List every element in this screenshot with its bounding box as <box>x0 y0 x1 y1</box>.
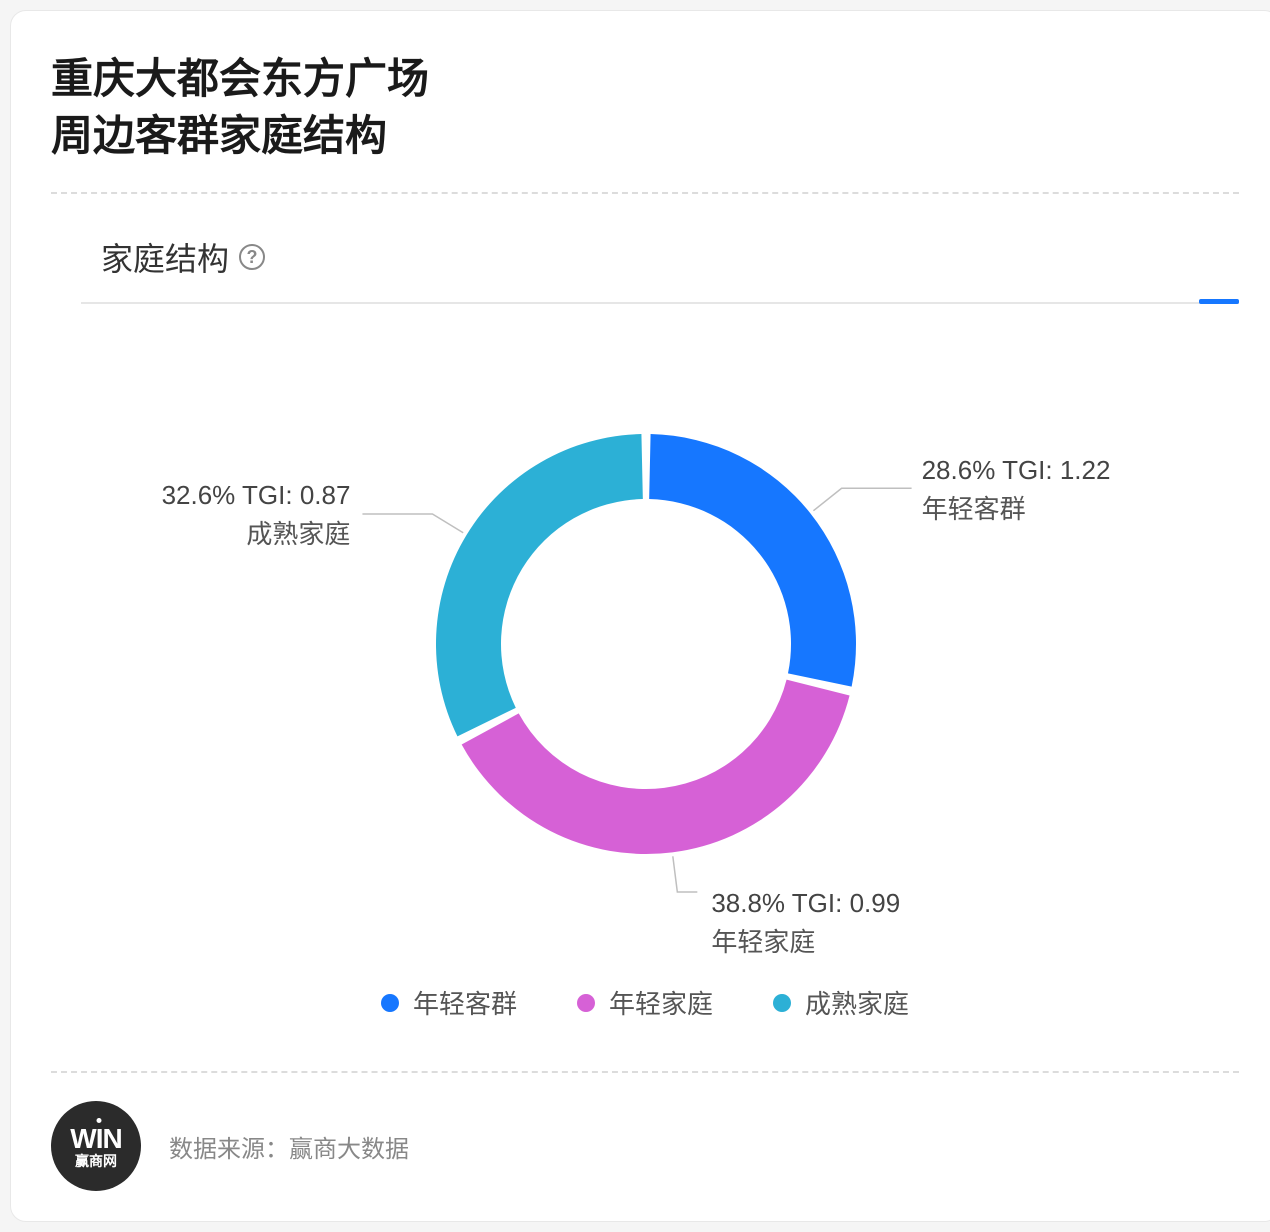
donut-svg <box>51 334 1241 974</box>
tab-underline <box>81 300 1239 304</box>
brand-logo-bottom: 赢商网 <box>75 1154 117 1169</box>
legend-label: 成熟家庭 <box>805 984 909 1021</box>
donut-chart: 28.6% TGI: 1.22年轻客群 38.8% TGI: 0.99年轻家庭 32… <box>51 334 1239 974</box>
legend-item[interactable]: 年轻客群 <box>381 984 517 1021</box>
slice-label: 32.6% TGI: 0.87成熟家庭 <box>162 476 351 554</box>
divider-bottom <box>51 1071 1239 1073</box>
divider-top <box>51 192 1239 194</box>
data-source: 数据来源：赢商大数据 <box>169 1129 409 1164</box>
title-line-2: 周边客群家庭结构 <box>51 112 387 159</box>
help-icon[interactable]: ? <box>239 244 265 270</box>
legend-dot <box>381 994 399 1012</box>
legend-label: 年轻客群 <box>413 984 517 1021</box>
footer: WIN 赢商网 数据来源：赢商大数据 <box>51 1101 1239 1191</box>
slice-label: 38.8% TGI: 0.99年轻家庭 <box>711 884 900 962</box>
title-line-1: 重庆大都会东方广场 <box>51 55 429 102</box>
brand-logo-top: WIN <box>70 1124 121 1153</box>
legend-item[interactable]: 成熟家庭 <box>773 984 909 1021</box>
leader-line <box>813 489 911 511</box>
section-title: 家庭结构 ? <box>101 234 1239 280</box>
donut-slice[interactable] <box>462 680 850 854</box>
slice-label: 28.6% TGI: 1.22年轻客群 <box>922 451 1111 529</box>
leader-line <box>362 514 463 533</box>
brand-logo: WIN 赢商网 <box>51 1101 141 1191</box>
legend-item[interactable]: 年轻家庭 <box>577 984 713 1021</box>
tab-underline-accent <box>1199 299 1239 304</box>
donut-slice[interactable] <box>436 434 643 736</box>
section-title-text: 家庭结构 <box>101 234 229 280</box>
legend-dot <box>773 994 791 1012</box>
donut-slice[interactable] <box>649 434 856 687</box>
leader-line <box>673 857 698 893</box>
legend-label: 年轻家庭 <box>609 984 713 1021</box>
page-title: 重庆大都会东方广场 周边客群家庭结构 <box>51 51 1239 164</box>
legend-dot <box>577 994 595 1012</box>
legend: 年轻客群 年轻家庭 成熟家庭 <box>51 984 1239 1021</box>
chart-card: 重庆大都会东方广场 周边客群家庭结构 家庭结构 ? 28.6% TGI: 1.2… <box>10 10 1270 1222</box>
